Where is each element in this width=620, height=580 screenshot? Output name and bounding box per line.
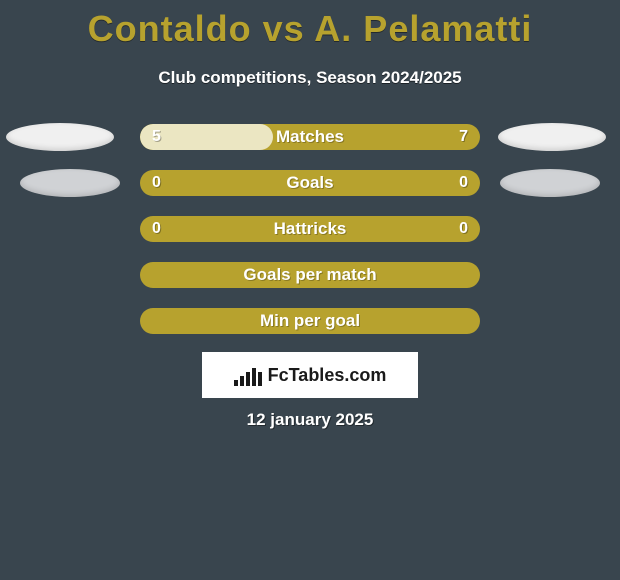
stat-value-right: 7 <box>459 124 468 150</box>
team-oval <box>20 169 120 197</box>
stat-label: Goals per match <box>140 262 480 288</box>
brand-box[interactable]: FcTables.com <box>202 352 418 398</box>
stat-value-left: 5 <box>152 124 161 150</box>
stat-label: Hattricks <box>140 216 480 242</box>
team-oval <box>500 169 600 197</box>
stat-label: Matches <box>140 124 480 150</box>
stat-value-right: 0 <box>459 170 468 196</box>
page-title: Contaldo vs A. Pelamatti <box>0 0 620 50</box>
stat-pill: Goals <box>140 170 480 196</box>
comparison-card: Contaldo vs A. Pelamatti Club competitio… <box>0 0 620 580</box>
stat-value-right: 0 <box>459 216 468 242</box>
date-label: 12 january 2025 <box>0 410 620 430</box>
stat-pill: Matches <box>140 124 480 150</box>
team-oval <box>498 123 606 151</box>
stat-row: Hattricks0 0 <box>0 216 620 242</box>
stat-pill: Min per goal <box>140 308 480 334</box>
stat-row: Goals per match <box>0 262 620 288</box>
stat-pill: Goals per match <box>140 262 480 288</box>
stat-pill: Hattricks <box>140 216 480 242</box>
subtitle: Club competitions, Season 2024/2025 <box>0 68 620 88</box>
stat-label: Goals <box>140 170 480 196</box>
stat-label: Min per goal <box>140 308 480 334</box>
brand-bars-icon <box>234 368 264 386</box>
stat-value-left: 0 <box>152 216 161 242</box>
team-oval <box>6 123 114 151</box>
stat-row: Min per goal <box>0 308 620 334</box>
brand-text: FcTables.com <box>268 365 387 386</box>
stat-value-left: 0 <box>152 170 161 196</box>
